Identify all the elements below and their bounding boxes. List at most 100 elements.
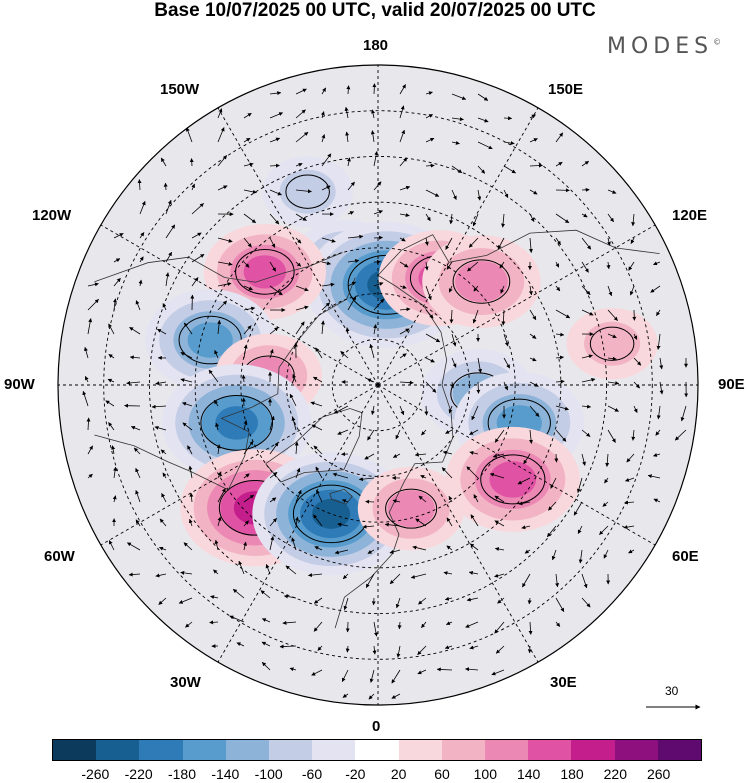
- wind-vector: [333, 405, 349, 414]
- wind-vector: [369, 669, 375, 683]
- wind-vector: [321, 153, 332, 167]
- wind-vector: [581, 160, 590, 167]
- wind-vector: [529, 429, 534, 444]
- anomaly-contour-fill: [215, 406, 259, 440]
- latitude-circle: [240, 247, 516, 523]
- wind-vector: [313, 445, 323, 455]
- lon-label-0: 0: [372, 718, 381, 735]
- wind-vector: [624, 500, 635, 505]
- wind-vector: [185, 127, 193, 143]
- anomaly-contour-fill: [243, 255, 287, 289]
- wind-vector: [311, 424, 323, 431]
- wind-vector: [415, 518, 427, 527]
- colorbar-segment: [614, 740, 658, 760]
- brand-mark: ©: [713, 37, 722, 47]
- wind-vector: [425, 189, 440, 197]
- wind-vector: [477, 93, 489, 101]
- anomaly-contour-fill: [187, 322, 233, 358]
- wind-vector: [581, 404, 592, 409]
- wind-vector: [289, 393, 297, 407]
- colorbar-tick-label: 100: [473, 766, 498, 782]
- wind-vector: [410, 573, 427, 579]
- wind-vector: [269, 471, 278, 479]
- wind-vector: [87, 473, 93, 479]
- wind-vector: [243, 112, 252, 119]
- wind-vector: [392, 499, 401, 504]
- meridian-line: [377, 224, 656, 386]
- wind-vector: [528, 285, 533, 296]
- anomaly-east-asia-high: [566, 308, 658, 380]
- wind-vector: [160, 157, 167, 167]
- wind-vector: [243, 189, 257, 194]
- wind-vector: [494, 547, 505, 552]
- wind-vector: [451, 357, 457, 368]
- anomaly-contour-line: [589, 326, 635, 361]
- wind-vector: [497, 237, 505, 250]
- wind-vector: [425, 163, 435, 168]
- wind-vector: [581, 377, 596, 383]
- wind-vector: [446, 621, 453, 625]
- wind-vector: [367, 378, 375, 383]
- colorbar-tick-label: -220: [124, 766, 153, 782]
- wind-vector: [178, 597, 193, 604]
- anomaly-contour-line: [452, 259, 511, 304]
- wind-vector: [243, 137, 251, 143]
- wind-vector: [238, 560, 245, 575]
- wind-vector: [191, 253, 205, 263]
- wind-vector: [396, 645, 401, 658]
- wind-vector: [337, 429, 349, 435]
- wind-vector: [421, 429, 427, 436]
- wind-vector: [316, 489, 323, 503]
- chart-title: Base 10/07/2025 00 UTC, valid 20/07/2025…: [154, 0, 596, 21]
- wind-vector: [347, 181, 355, 191]
- wind-vector: [465, 621, 479, 628]
- wind-vector: [529, 309, 537, 321]
- wind-vector: [581, 597, 591, 608]
- wind-vector: [607, 189, 617, 194]
- wind-vector: [295, 285, 309, 292]
- lon-label-60w: 60W: [44, 548, 75, 565]
- wind-vector: [554, 453, 559, 463]
- coastline-north-america-west: [94, 252, 343, 283]
- wind-vector: [185, 621, 193, 628]
- wind-vector: [295, 109, 306, 119]
- wind-vector: [372, 645, 377, 655]
- colorbar-segment: [269, 740, 313, 760]
- wind-vector: [491, 669, 505, 676]
- colorbar-segment: [485, 740, 529, 760]
- wind-vector: [128, 572, 141, 577]
- wind-vector: [607, 405, 619, 412]
- wind-vector: [573, 501, 583, 516]
- wind-vector: [347, 211, 355, 215]
- wind-vector: [469, 645, 479, 650]
- wind-vector: [155, 381, 167, 386]
- meridian-line: [377, 384, 539, 663]
- wind-vector: [369, 343, 375, 359]
- wind-vector: [215, 422, 219, 431]
- wind-vector: [313, 514, 323, 527]
- wind-vector: [472, 213, 479, 227]
- wind-vector: [399, 105, 405, 119]
- wind-vector: [347, 259, 360, 263]
- wind-vector: [468, 570, 479, 575]
- wind-vector: [165, 272, 170, 287]
- wind-vector: [314, 546, 323, 551]
- wind-vector: [217, 300, 227, 311]
- wind-vector: [321, 261, 331, 266]
- wind-vector: [291, 416, 297, 431]
- wind-vector: [446, 261, 453, 270]
- wind-vector: [399, 261, 409, 268]
- wind-vector: [555, 573, 560, 588]
- wind-vector: [529, 138, 538, 143]
- colorbar-segment: [657, 740, 702, 760]
- wind-vector: [86, 417, 91, 431]
- wind-vector: [269, 415, 275, 431]
- wind-vector: [180, 570, 193, 575]
- wind-vector: [527, 597, 532, 605]
- wind-vector: [656, 405, 661, 420]
- wind-vector: [399, 307, 411, 312]
- wind-vector: [495, 645, 505, 654]
- wind-vector: [347, 281, 357, 287]
- wind-vector: [442, 450, 453, 455]
- wind-vector: [295, 467, 301, 479]
